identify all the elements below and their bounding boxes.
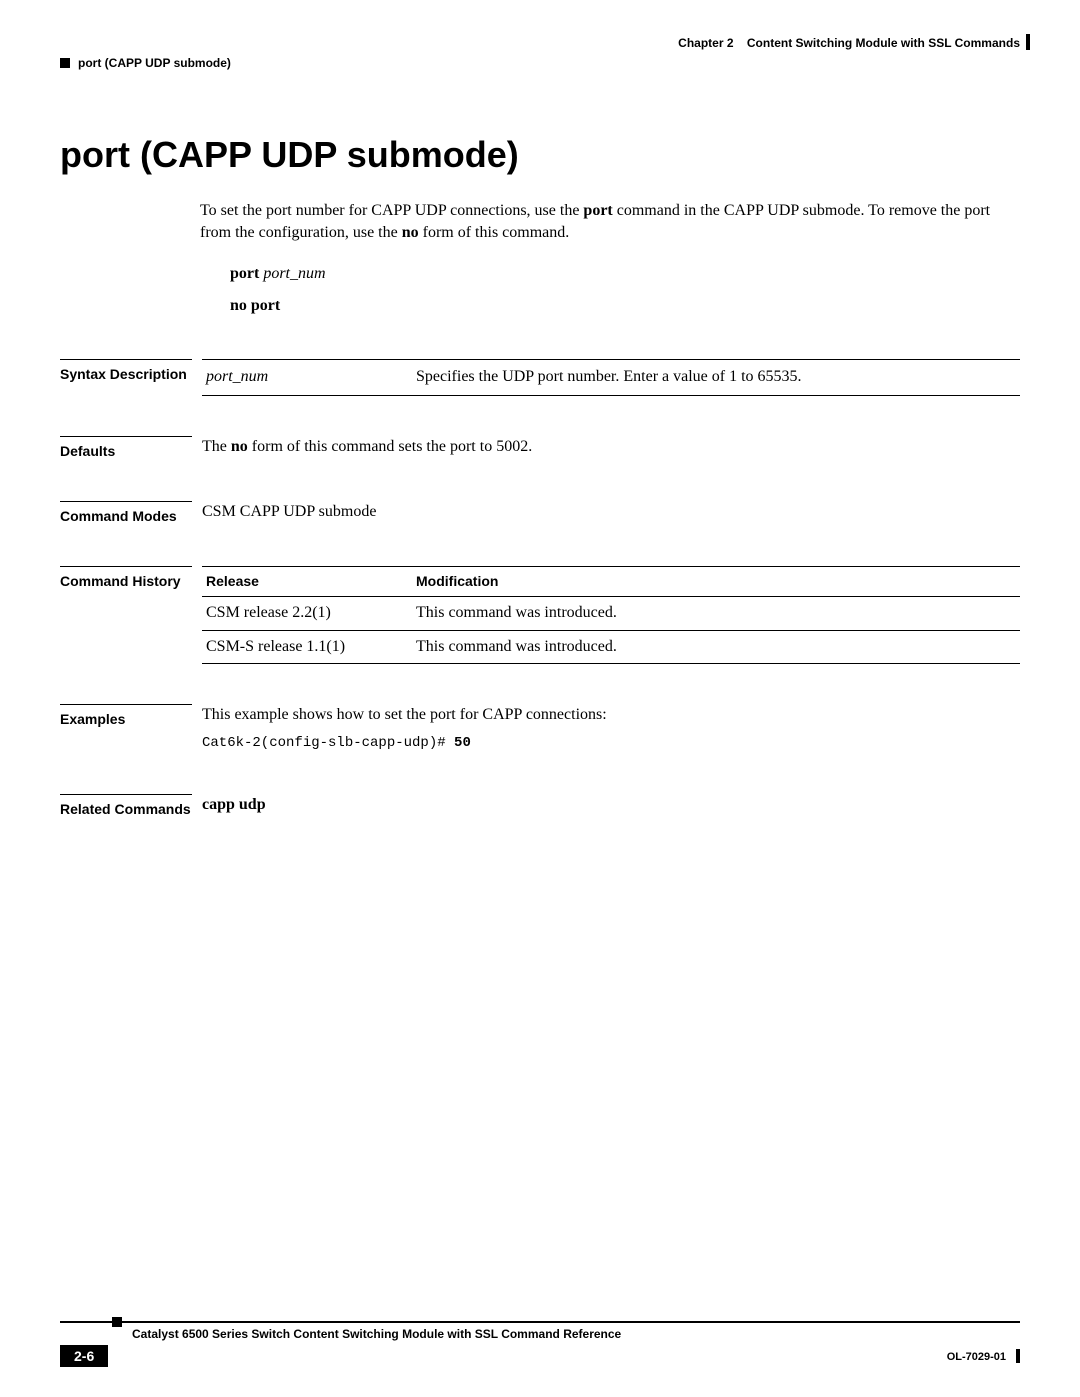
running-head: port (CAPP UDP submode)	[78, 56, 231, 70]
footer-rule	[60, 1321, 1020, 1323]
modification-cell: This command was introduced.	[412, 597, 1020, 630]
table-row: CSM-S release 1.1(1) This command was in…	[202, 630, 1020, 663]
table-row: CSM release 2.2(1) This command was intr…	[202, 597, 1020, 630]
defaults-text: form of this command sets the port to 50…	[248, 438, 532, 455]
section-label: Syntax Description	[60, 359, 192, 382]
syntax-line: no port	[230, 297, 1020, 315]
syntax-line: port port_num	[230, 265, 1020, 283]
defaults-text: The	[202, 438, 231, 455]
related-command-link: capp udp	[202, 794, 1020, 819]
intro-bold-no: no	[402, 224, 419, 241]
intro-paragraph: To set the port number for CAPP UDP conn…	[200, 200, 1020, 243]
command-title: port (CAPP UDP submode)	[60, 134, 1020, 176]
footer-row: 2-6 OL-7029-01	[60, 1345, 1020, 1367]
section-command-history: Command History Release Modification CSM…	[60, 566, 1020, 664]
section-body: The no form of this command sets the por…	[202, 436, 1020, 461]
section-label: Command History	[60, 566, 192, 589]
square-icon	[60, 58, 70, 68]
intro-bold-port: port	[583, 202, 612, 219]
intro-text: form of this command.	[419, 224, 570, 241]
section-defaults: Defaults The no form of this command set…	[60, 436, 1020, 461]
syntax-arg-cell: port_num	[202, 360, 412, 395]
section-label: Command Modes	[60, 501, 192, 524]
syntax-arg: port_num	[263, 265, 325, 282]
chapter-title: Content Switching Module with SSL Comman…	[747, 36, 1020, 50]
sections: Syntax Description port_num Specifies th…	[60, 359, 1020, 819]
header-left: port (CAPP UDP submode)	[60, 56, 231, 70]
syntax-block: port port_num no port	[230, 265, 1020, 315]
section-body: port_num Specifies the UDP port number. …	[202, 359, 1020, 395]
page: Chapter 2 Content Switching Module with …	[0, 0, 1080, 1397]
code-prompt: Cat6k-2(config-slb-capp-udp)#	[202, 735, 454, 751]
section-body: This example shows how to set the port f…	[202, 704, 1020, 754]
syntax-desc-cell: Specifies the UDP port number. Enter a v…	[412, 360, 1020, 395]
header-right: Chapter 2 Content Switching Module with …	[678, 36, 1020, 50]
table-header-row: Release Modification	[202, 566, 1020, 597]
chapter-label: Chapter 2	[678, 36, 733, 50]
syntax-table: port_num Specifies the UDP port number. …	[202, 359, 1020, 395]
intro-text: To set the port number for CAPP UDP conn…	[200, 202, 583, 219]
section-syntax-description: Syntax Description port_num Specifies th…	[60, 359, 1020, 395]
col-modification: Modification	[412, 566, 1020, 597]
history-table: Release Modification CSM release 2.2(1) …	[202, 566, 1020, 664]
footer-bar-icon	[1016, 1349, 1020, 1363]
square-icon	[112, 1317, 122, 1327]
syntax-keyword: port	[230, 265, 259, 282]
page-footer: Catalyst 6500 Series Switch Content Swit…	[60, 1321, 1020, 1367]
table-row: port_num Specifies the UDP port number. …	[202, 360, 1020, 395]
footer-right: OL-7029-01	[947, 1347, 1020, 1365]
col-release: Release	[202, 566, 412, 597]
defaults-bold: no	[231, 438, 248, 455]
doc-id: OL-7029-01	[947, 1351, 1006, 1363]
page-number: 2-6	[60, 1345, 108, 1367]
release-cell: CSM release 2.2(1)	[202, 597, 412, 630]
section-command-modes: Command Modes CSM CAPP UDP submode	[60, 501, 1020, 526]
section-related-commands: Related Commands capp udp	[60, 794, 1020, 819]
example-text: This example shows how to set the port f…	[202, 704, 1020, 726]
footer-book-title: Catalyst 6500 Series Switch Content Swit…	[132, 1327, 1020, 1341]
section-examples: Examples This example shows how to set t…	[60, 704, 1020, 754]
section-label: Examples	[60, 704, 192, 727]
modification-cell: This command was introduced.	[412, 630, 1020, 663]
example-code: Cat6k-2(config-slb-capp-udp)# 50	[202, 734, 1020, 754]
release-cell: CSM-S release 1.1(1)	[202, 630, 412, 663]
section-body: Release Modification CSM release 2.2(1) …	[202, 566, 1020, 664]
header-bar-icon	[1026, 34, 1030, 50]
section-label: Defaults	[60, 436, 192, 459]
page-header: Chapter 2 Content Switching Module with …	[60, 36, 1020, 64]
section-body: CSM CAPP UDP submode	[202, 501, 1020, 526]
section-label: Related Commands	[60, 794, 192, 817]
code-input: 50	[454, 735, 471, 751]
